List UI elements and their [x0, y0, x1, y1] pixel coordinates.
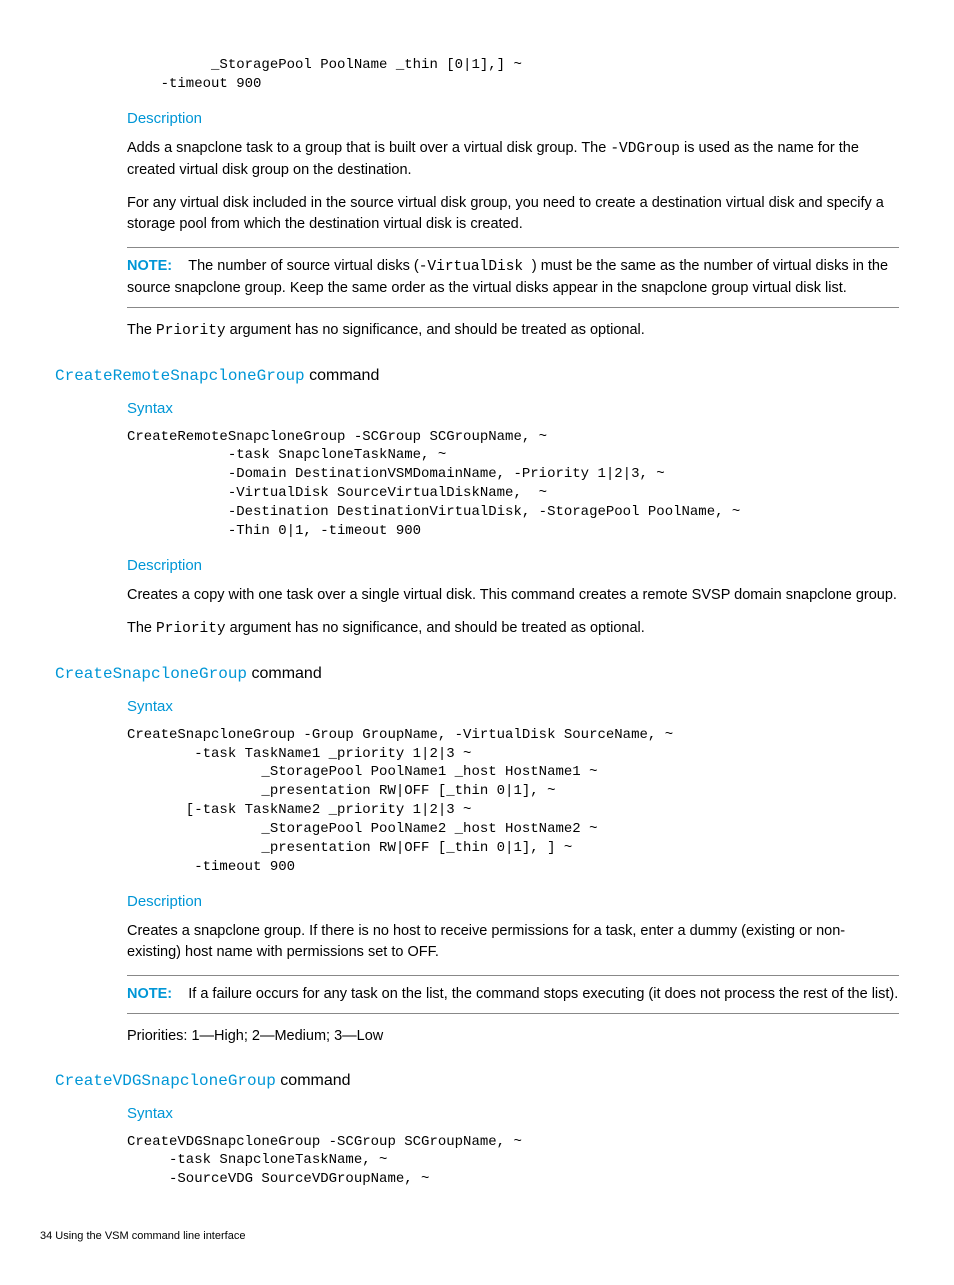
syntax-heading-4: Syntax: [127, 1103, 899, 1125]
inline-code-virtualdisk: -VirtualDisk: [419, 259, 532, 275]
code-block-2: CreateRemoteSnapcloneGroup -SCGroup SCGr…: [127, 428, 899, 541]
command-name: CreateSnapcloneGroup: [55, 665, 247, 683]
description-heading-3: Description: [127, 891, 899, 913]
paragraph-5: The Priority argument has no significanc…: [127, 618, 899, 640]
page-footer: 34 Using the VSM command line interface: [40, 1229, 899, 1245]
section-heading-createvdgsnapclonegroup: CreateVDGSnapcloneGroup command: [55, 1069, 899, 1093]
code-block-4: CreateVDGSnapcloneGroup -SCGroup SCGroup…: [127, 1133, 899, 1190]
command-name: CreateVDGSnapcloneGroup: [55, 1072, 276, 1090]
note-box-2: NOTE: If a failure occurs for any task o…: [127, 975, 899, 1014]
section-heading-createremotesnapclonegroup: CreateRemoteSnapcloneGroup command: [55, 364, 899, 388]
paragraph-3: The Priority argument has no significanc…: [127, 320, 899, 342]
text-run: If a failure occurs for any task on the …: [188, 986, 898, 1002]
description-heading-1: Description: [127, 108, 899, 130]
code-block-3: CreateSnapcloneGroup -Group GroupName, -…: [127, 726, 899, 877]
paragraph-2: For any virtual disk included in the sou…: [127, 193, 899, 235]
section-heading-createsnapclonegroup: CreateSnapcloneGroup command: [55, 662, 899, 686]
inline-code-vdgroup: -VDGroup: [610, 141, 680, 157]
text-run: command: [276, 1072, 351, 1089]
note-label: NOTE:: [127, 986, 172, 1002]
text-run: Adds a snapclone task to a group that is…: [127, 140, 610, 156]
command-name: CreateRemoteSnapcloneGroup: [55, 367, 305, 385]
code-fragment-top: _StoragePool PoolName _thin [0|1],] ~ -t…: [127, 56, 899, 94]
text-run: argument has no significance, and should…: [226, 322, 645, 338]
paragraph-7: Priorities: 1—High; 2—Medium; 3—Low: [127, 1026, 899, 1047]
note-box-1: NOTE: The number of source virtual disks…: [127, 247, 899, 308]
syntax-heading-2: Syntax: [127, 398, 899, 420]
syntax-heading-3: Syntax: [127, 696, 899, 718]
note-label: NOTE:: [127, 258, 172, 274]
inline-code-priority: Priority: [156, 621, 226, 637]
text-run: command: [247, 665, 322, 682]
inline-code-priority: Priority: [156, 323, 226, 339]
paragraph-6: Creates a snapclone group. If there is n…: [127, 921, 899, 963]
text-run: The: [127, 322, 156, 338]
text-run: The: [127, 620, 156, 636]
text-run: argument has no significance, and should…: [226, 620, 645, 636]
paragraph-1: Adds a snapclone task to a group that is…: [127, 138, 899, 181]
description-heading-2: Description: [127, 555, 899, 577]
text-run: command: [305, 367, 380, 384]
text-run: The number of source virtual disks (: [188, 258, 418, 274]
paragraph-4: Creates a copy with one task over a sing…: [127, 585, 899, 606]
